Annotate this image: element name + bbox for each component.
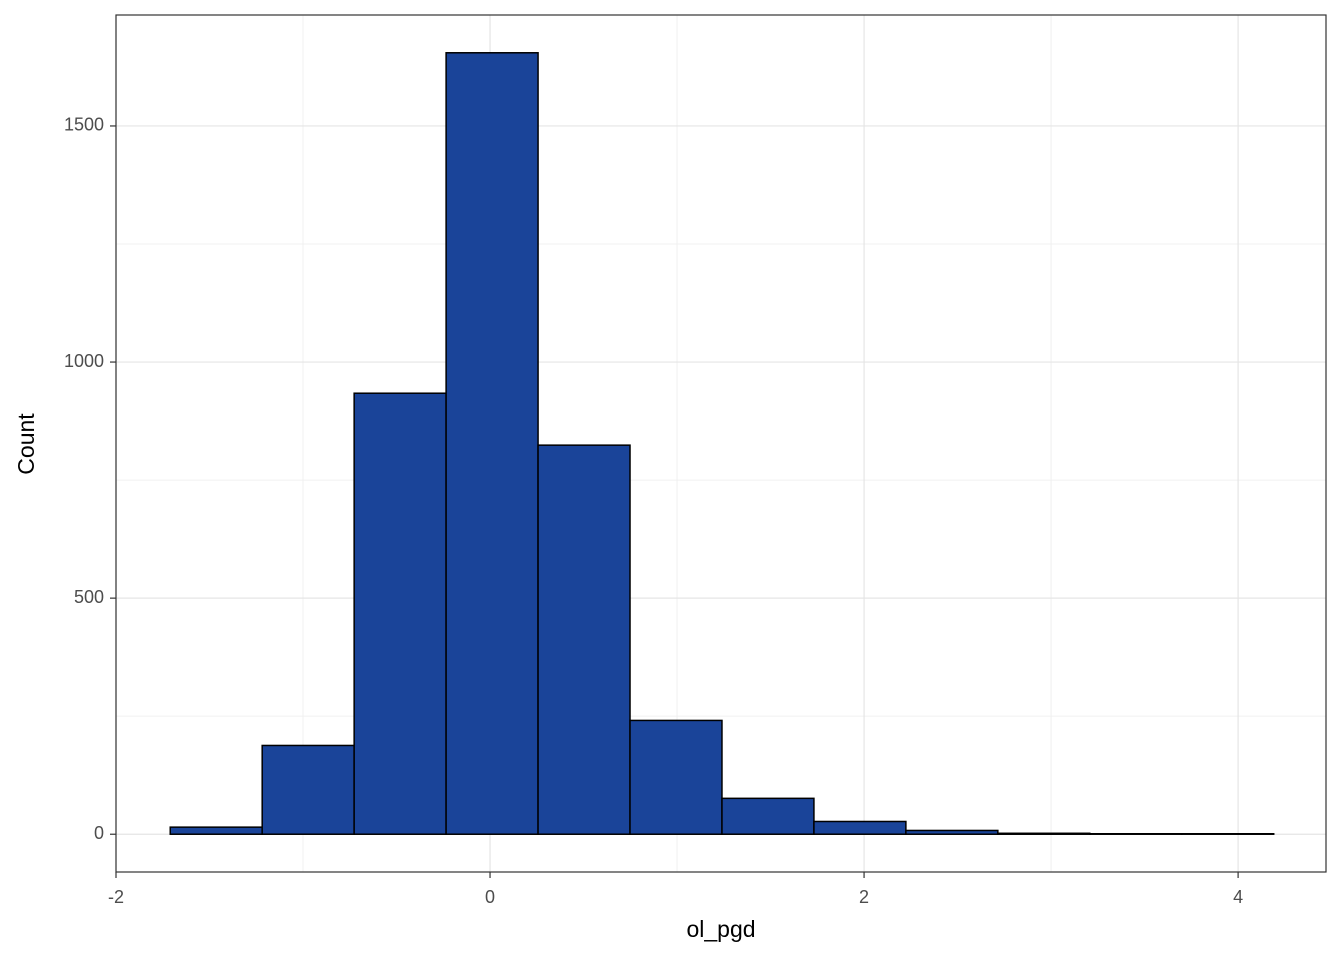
bar (997, 832, 1091, 835)
y-tick-label: 500 (74, 587, 104, 607)
x-axis-title: ol_pgd (686, 916, 755, 942)
plot-border (115, 14, 1327, 873)
x-tick-label: 2 (859, 887, 869, 907)
bar (905, 829, 999, 835)
x-tick-label: 0 (485, 887, 495, 907)
y-axis-title: Count (13, 413, 39, 475)
y-tick-label: 1500 (64, 115, 104, 135)
bar (169, 826, 263, 835)
bar (813, 820, 907, 835)
y-tick-label: 1000 (64, 351, 104, 371)
bar (353, 392, 447, 835)
bar (721, 797, 815, 835)
x-tick-label: 4 (1233, 887, 1243, 907)
bar (261, 744, 355, 835)
bar (445, 52, 539, 835)
y-tick-label: 0 (94, 823, 104, 843)
x-tick-label: -2 (108, 887, 124, 907)
bar (537, 444, 631, 835)
bar (629, 719, 723, 835)
